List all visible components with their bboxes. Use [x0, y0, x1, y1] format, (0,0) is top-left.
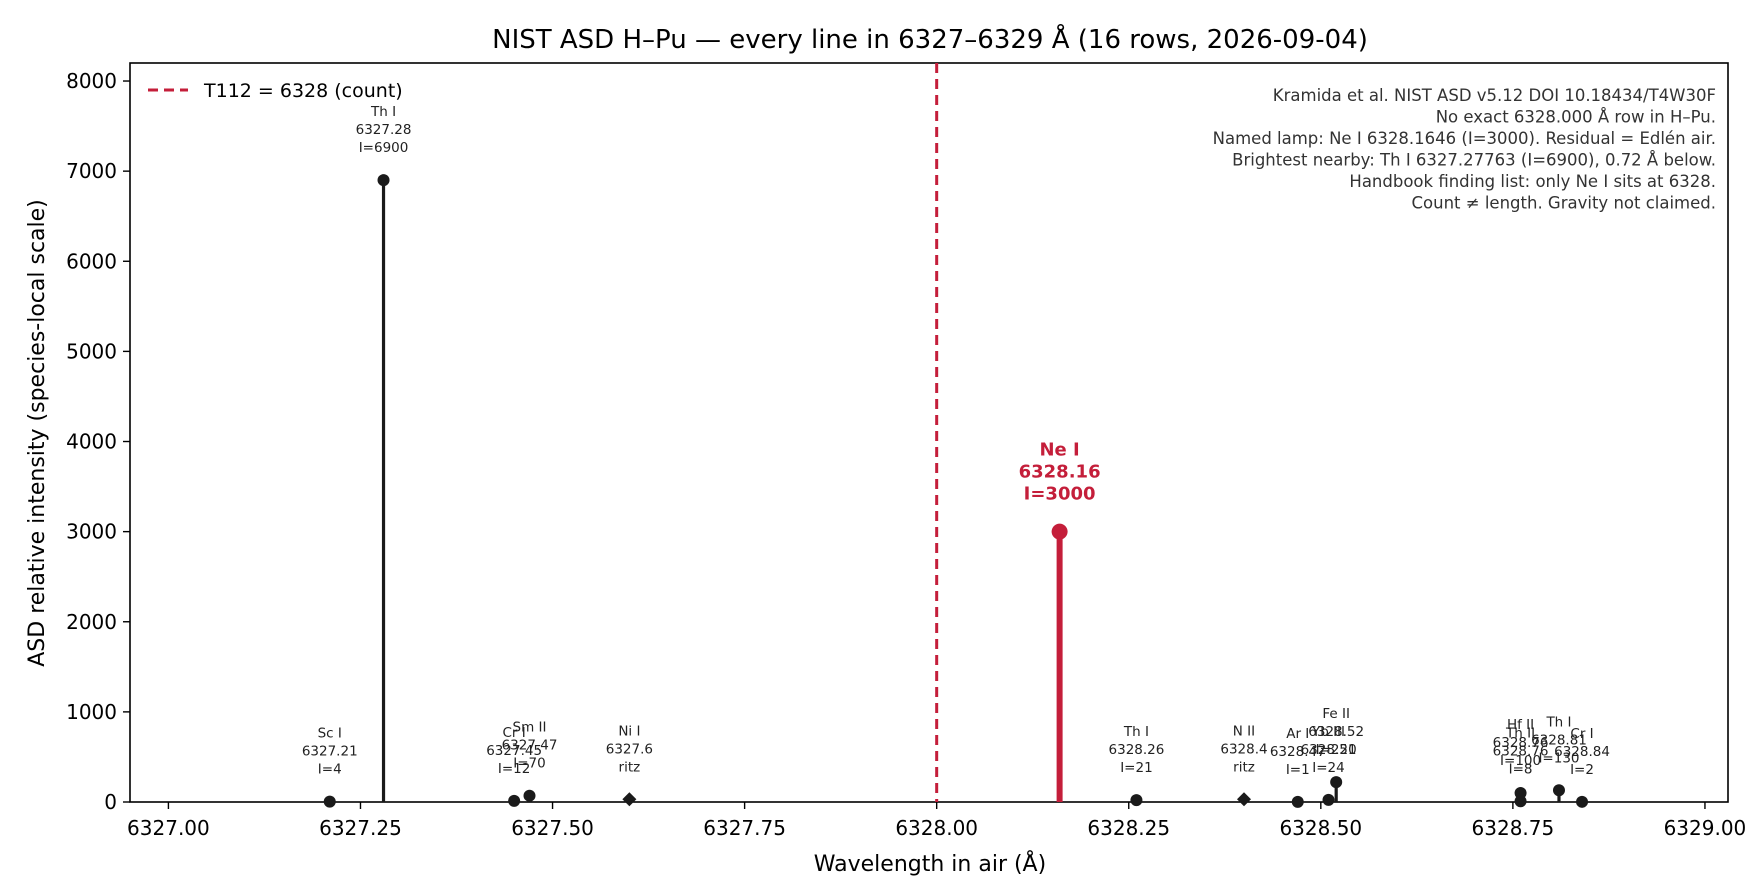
line-label: 6328.81 — [1531, 732, 1587, 748]
line-label: I=2 — [1570, 762, 1594, 778]
x-tick-label: 6329.00 — [1664, 816, 1747, 840]
line-label: 6328.51 — [1301, 742, 1357, 758]
line-label: ritz — [619, 759, 641, 775]
y-tick-label: 2000 — [66, 610, 117, 634]
annotation-line: Brightest nearby: Th I 6327.27763 (I=690… — [1232, 151, 1716, 170]
annotation-line: Named lamp: Ne I 6328.1646 (I=3000). Res… — [1213, 129, 1716, 148]
line-label: 6328.84 — [1554, 744, 1610, 760]
line-label: Th I — [1545, 714, 1571, 730]
line-label: 6327.6 — [606, 741, 653, 757]
line-label: 6327.47 — [502, 738, 558, 754]
line-label: Ar I — [1286, 726, 1309, 742]
stem-marker — [1322, 793, 1335, 806]
line-label: Sc I — [318, 726, 342, 742]
stem-marker — [1330, 776, 1343, 789]
line-label: I=70 — [513, 756, 545, 772]
highlight-marker — [1051, 523, 1068, 540]
x-axis-label: Wavelength in air (Å) — [814, 850, 1046, 877]
y-tick-label: 5000 — [66, 339, 117, 363]
line-label: Th I — [1123, 724, 1149, 740]
line-label: 6327.28 — [356, 122, 412, 138]
y-tick-label: 1000 — [66, 700, 117, 724]
x-tick-label: 6328.75 — [1472, 816, 1555, 840]
line-label: ritz — [1233, 759, 1255, 775]
stem-marker — [523, 789, 536, 802]
line-label: Yb III — [1311, 724, 1345, 740]
stem-marker — [1291, 795, 1304, 808]
line-label: N II — [1233, 723, 1255, 739]
line-label: Sm II — [513, 720, 547, 736]
line-label: Hf II — [1507, 717, 1534, 733]
line-label: Ni I — [618, 723, 640, 739]
annotation-line: Handbook finding list: only Ne I sits at… — [1349, 172, 1716, 191]
line-label: I=6900 — [359, 140, 409, 156]
line-label: I=100 — [1500, 753, 1541, 769]
stem-marker — [323, 795, 336, 808]
x-tick-label: 6328.00 — [895, 816, 978, 840]
line-label: I=8 — [1509, 761, 1533, 777]
stem-marker — [377, 174, 390, 187]
line-label: Fe II — [1322, 706, 1350, 722]
x-tick-label: 6327.25 — [319, 816, 402, 840]
x-tick-label: 6328.50 — [1279, 816, 1362, 840]
line-label: I=12 — [498, 761, 530, 777]
stem-marker — [1576, 795, 1589, 808]
stem-marker — [622, 792, 637, 807]
annotation-line: Kramida et al. NIST ASD v5.12 DOI 10.184… — [1273, 86, 1716, 105]
line-label: I=24 — [1312, 760, 1344, 776]
y-axis-label: ASD relative intensity (species-local sc… — [25, 199, 50, 667]
line-label: Cr I — [1570, 726, 1593, 742]
x-tick-label: 6327.75 — [703, 816, 786, 840]
line-label: 6328.52 — [1308, 724, 1364, 740]
line-label: I=21 — [1120, 760, 1152, 776]
annotation-line: Count ≠ length. Gravity not claimed. — [1412, 194, 1716, 213]
plot-area: 6327.00 6327.25 6327.50 6327.75 6328.00 6328.… — [66, 62, 1747, 840]
line-label: I=4 — [318, 762, 342, 778]
stem-marker — [508, 794, 521, 807]
line-label: Cr I — [503, 725, 526, 741]
legend-label: T112 = 6328 (count) — [203, 80, 403, 102]
stem-marker — [1514, 786, 1527, 799]
stem-marker — [1236, 792, 1251, 807]
y-tick-label: 8000 — [66, 69, 117, 93]
line-label: 6328.26 — [1109, 742, 1165, 758]
line-label: I=130 — [1538, 750, 1579, 766]
line-label: 6328.76 — [1493, 735, 1549, 751]
stem-marker — [1552, 784, 1565, 797]
x-tick-label: 6327.50 — [511, 816, 594, 840]
x-tick-label: 6328.25 — [1087, 816, 1170, 840]
y-tick-label: 4000 — [66, 430, 117, 454]
line-label: I=1 — [1286, 762, 1310, 778]
y-tick-label: 0 — [104, 790, 117, 814]
y-tick-label: 3000 — [66, 520, 117, 544]
y-tick-label: 6000 — [66, 249, 117, 273]
chart-title: NIST ASD H–Pu — every line in 6327–6329 … — [492, 23, 1368, 55]
line-label: Th I — [370, 104, 396, 120]
line-label: 6328.76 — [1493, 743, 1549, 759]
x-tick-label: 6327.00 — [127, 816, 210, 840]
line-label: 6328.4 — [1220, 741, 1267, 757]
annotation-line: No exact 6328.000 Å row in H–Pu. — [1436, 108, 1716, 127]
highlight-label: I=3000 — [1024, 484, 1096, 505]
y-tick-label: 7000 — [66, 159, 117, 183]
highlight-label: Ne I — [1039, 440, 1079, 461]
line-label: I=220 — [1316, 742, 1357, 758]
highlight-label: 6328.16 — [1019, 462, 1101, 483]
line-label: 6328.47 — [1270, 744, 1326, 760]
line-label: Th II — [1505, 725, 1535, 741]
plot-frame — [129, 62, 1729, 803]
line-label: 6327.45 — [486, 743, 542, 759]
stem-marker — [1130, 794, 1143, 807]
line-label: 6327.21 — [302, 744, 358, 760]
